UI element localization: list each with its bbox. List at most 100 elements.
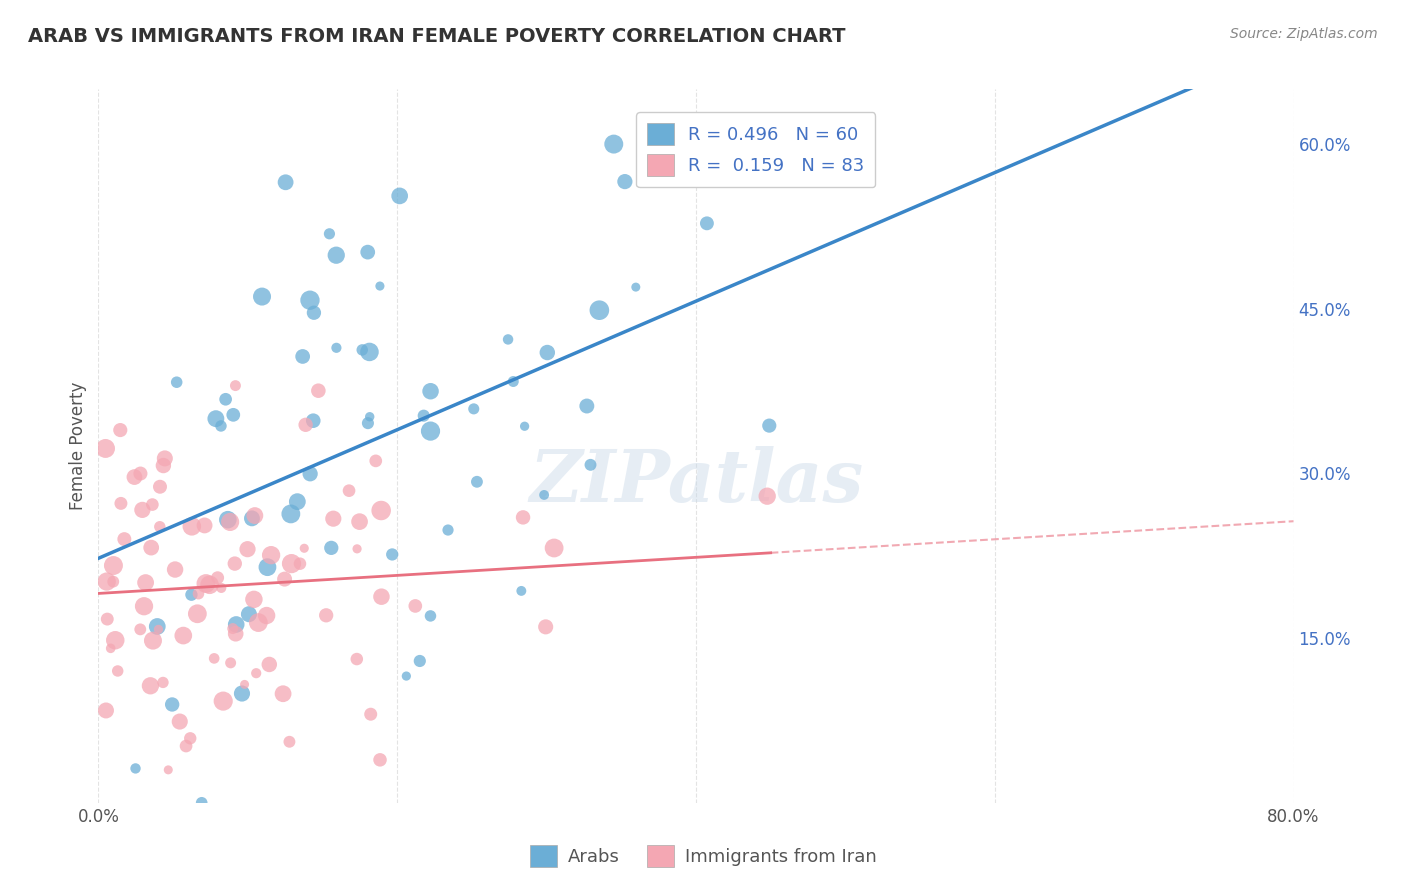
Point [280, 507, 302, 521]
Point [194, 576, 217, 591]
Point [259, 657, 281, 672]
Point [243, 508, 266, 523]
Point [240, 511, 263, 525]
Point [107, 664, 129, 678]
Point [131, 503, 153, 517]
Point [169, 714, 191, 729]
Point [153, 451, 176, 466]
Point [110, 423, 132, 437]
Point [236, 542, 259, 557]
Point [231, 686, 253, 700]
Point [146, 619, 169, 633]
Point [165, 562, 187, 576]
Point [624, 280, 647, 294]
Point [110, 496, 132, 510]
Point [388, 189, 411, 203]
Point [280, 557, 302, 571]
Point [148, 623, 170, 637]
Point [349, 515, 371, 529]
Point [512, 510, 534, 524]
Point [247, 615, 270, 630]
Point [96, 612, 118, 626]
Point [288, 557, 311, 571]
Point [322, 511, 344, 525]
Point [337, 483, 360, 498]
Point [141, 541, 163, 555]
Point [202, 651, 225, 665]
Point [245, 666, 267, 681]
Point [465, 475, 488, 489]
Point [325, 248, 347, 262]
Point [534, 620, 557, 634]
Point [209, 419, 232, 434]
Point [346, 541, 368, 556]
Point [205, 411, 228, 425]
Point [368, 279, 391, 293]
Point [250, 289, 273, 303]
Point [603, 137, 626, 152]
Point [357, 245, 380, 260]
Point [219, 656, 242, 670]
Point [219, 515, 242, 529]
Point [302, 414, 325, 428]
Point [419, 608, 441, 623]
Point [214, 392, 236, 407]
Point [395, 669, 418, 683]
Point [225, 617, 247, 632]
Point [321, 541, 343, 555]
Point [104, 633, 127, 648]
Point [274, 175, 297, 189]
Point [186, 607, 208, 621]
Point [533, 488, 555, 502]
Point [141, 498, 163, 512]
Point [157, 763, 180, 777]
Point [360, 707, 382, 722]
Point [271, 687, 294, 701]
Point [129, 467, 152, 481]
Point [412, 409, 434, 423]
Point [193, 518, 215, 533]
Point [273, 572, 295, 586]
Point [513, 419, 536, 434]
Point [243, 592, 266, 607]
Point [238, 607, 260, 622]
Point [278, 735, 301, 749]
Point [696, 216, 718, 230]
Point [187, 587, 209, 601]
Y-axis label: Female Poverty: Female Poverty [69, 382, 87, 510]
Point [103, 574, 125, 589]
Point [536, 345, 558, 359]
Point [370, 590, 392, 604]
Point [370, 503, 392, 517]
Point [463, 401, 485, 416]
Point [224, 378, 246, 392]
Text: Source: ZipAtlas.com: Source: ZipAtlas.com [1230, 27, 1378, 41]
Point [352, 343, 374, 357]
Point [103, 558, 125, 573]
Point [502, 375, 524, 389]
Point [510, 583, 533, 598]
Point [404, 599, 426, 613]
Point [346, 652, 368, 666]
Point [419, 424, 441, 438]
Point [96, 574, 118, 589]
Point [152, 458, 174, 473]
Point [94, 703, 117, 717]
Point [94, 442, 117, 456]
Point [298, 293, 321, 308]
Point [152, 675, 174, 690]
Point [294, 417, 316, 432]
Point [217, 513, 239, 527]
Point [588, 303, 610, 318]
Point [112, 532, 135, 546]
Point [135, 575, 157, 590]
Point [166, 375, 188, 389]
Point [299, 467, 322, 481]
Point [302, 306, 325, 320]
Point [543, 541, 565, 555]
Point [179, 731, 201, 746]
Point [368, 753, 391, 767]
Point [291, 350, 314, 364]
Point [160, 698, 183, 712]
Point [149, 480, 172, 494]
